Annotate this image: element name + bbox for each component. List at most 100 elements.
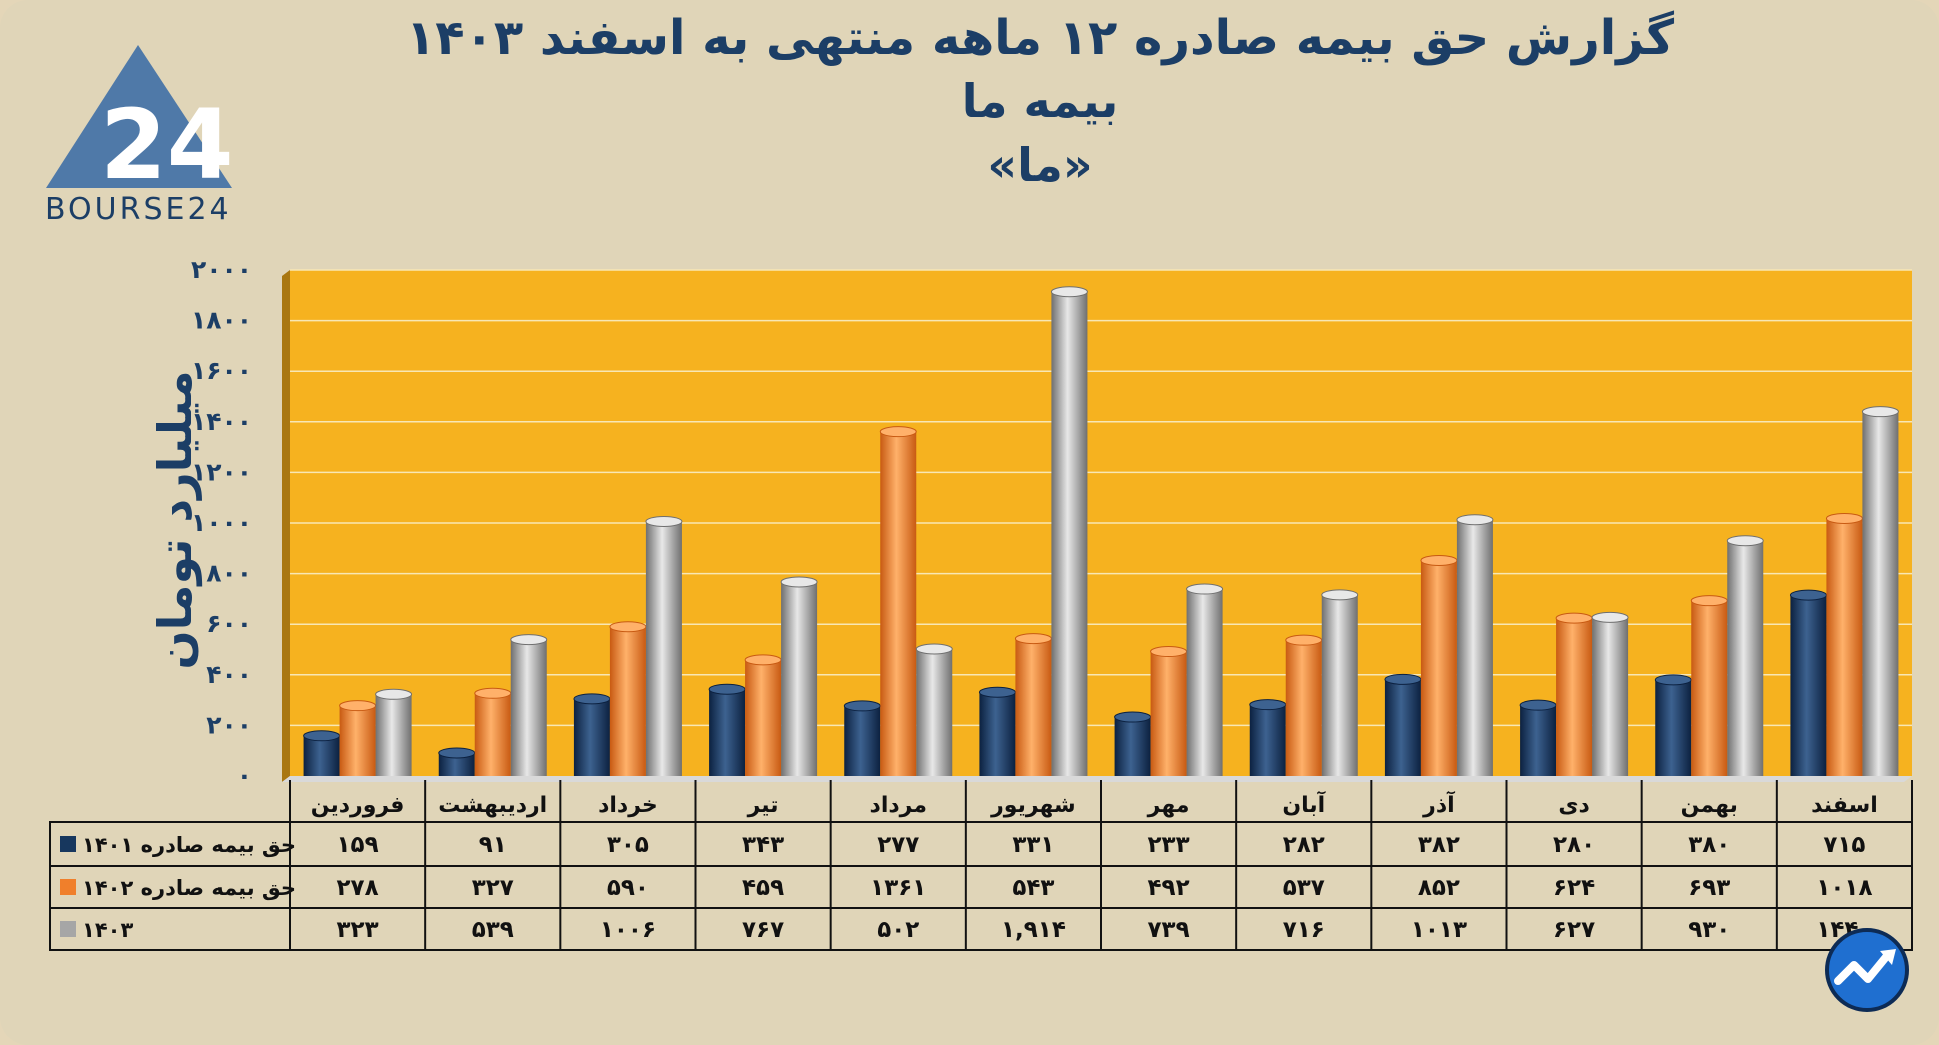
legend-label: ۱۴۰۳ [82,918,133,942]
bar [645,521,682,776]
x-category-label: مهر [1147,793,1190,818]
bar [1826,518,1863,776]
table-value: ۵۳۷ [1283,875,1325,901]
table-value: ۳۸۰ [1688,832,1730,858]
logo-text: BOURSE24 [45,192,232,227]
bar [1051,291,1088,776]
x-category-label: آبان [1282,790,1325,818]
table-value: ۷۱۶ [1283,917,1325,943]
x-category-label: تیر [747,793,779,818]
bar-top [1456,514,1494,526]
y-tick-label: ۶۰۰ [206,609,252,638]
table-value: ۱۳۶۱ [870,875,926,901]
legend-label: حق بیمه صادره ۱۴۰۱ [82,833,296,857]
table-value: ۵۰۲ [877,917,919,943]
table-value: ۴۹۲ [1148,875,1190,901]
bar [1862,411,1899,776]
bar-top [474,687,512,699]
bar-top [510,634,548,646]
bar-top [1555,612,1593,624]
bar [339,705,376,776]
bar-top [375,688,413,700]
table-value: ۷۱۵ [1823,832,1865,858]
x-category-label: خرداد [598,793,658,818]
bar-top [1014,633,1052,645]
bar-top [1050,286,1088,298]
table-value: ۷۳۹ [1148,917,1190,943]
bar-top [1249,699,1287,711]
bar [916,648,953,776]
x-category-label: شهریور [990,793,1076,818]
bar [1592,617,1629,776]
bar-top [915,643,953,655]
table-value: ۲۷۷ [877,832,919,858]
bar-top [708,683,746,695]
bar [1285,640,1322,776]
bar [1655,679,1692,776]
y-tick-label: ۴۰۰ [206,660,252,689]
x-category-label: دی [1558,793,1589,818]
bar [1556,618,1593,776]
bar-top [1726,535,1764,547]
bar-top [978,686,1016,698]
bar-top [1150,646,1188,658]
trend-logo-icon [1825,928,1909,1012]
bar-top [438,747,476,759]
table-value: ۱۰۰۶ [600,917,656,943]
bar-top [879,426,917,438]
bar-top [1519,699,1557,711]
bar [1150,651,1187,776]
y-tick-label: ۱۸۰۰ [191,306,252,335]
table-value: ۱۵۹ [337,832,379,858]
plot-floor [282,776,1912,782]
x-category-label: اسفند [1811,793,1878,818]
table-value: ۴۵۹ [742,875,784,901]
bar [1691,600,1728,776]
table-value: ۳۸۲ [1418,832,1460,858]
table-value: ۲۸۰ [1553,832,1595,858]
bar-top [303,730,341,742]
bar [1384,679,1421,776]
bar-top [1825,512,1863,524]
bar [1727,540,1764,776]
bar [375,694,412,776]
chart-title: گزارش حق بیمه صادره ۱۲ ماهه منتهی به اسف… [406,10,1674,66]
x-category-label: آذر [1422,790,1455,818]
legend-label: حق بیمه صادره ۱۴۰۲ [82,876,296,900]
bar [474,693,511,776]
x-category-label: بهمن [1681,793,1738,818]
bar [979,692,1016,776]
bar [880,431,917,776]
chart-subtitle-symbol: «ما» [987,138,1093,192]
bar-top [1591,611,1629,623]
bar-top [780,576,818,588]
bar [844,705,881,776]
x-category-label: فروردین [311,793,405,818]
bar-top [573,693,611,705]
logo-mark: 24 [100,89,234,201]
table-value: ۳۰۵ [607,832,649,858]
y-tick-label: ۲۰۰۰ [191,255,252,284]
bar [745,659,782,776]
bar-top [1654,674,1692,686]
y-tick-label: ۲۰۰ [206,710,252,739]
table-value: ۲۸۲ [1283,832,1325,858]
bar-top [1285,634,1323,646]
table-value: ۹۱ [479,832,507,858]
bar-top [1114,711,1152,723]
bar-top [843,700,881,712]
table-value: ۸۵۲ [1418,875,1460,901]
legend-swatch [60,921,76,937]
bar-top [1789,589,1827,601]
plot-side-wall [282,270,290,782]
bar [303,735,340,776]
table-value: ۵۴۳ [1012,875,1054,901]
bar [1790,595,1827,776]
table-value: ۳۲۳ [337,917,379,943]
y-tick-label: ۱۶۰۰ [191,356,252,385]
table-value: ۳۲۷ [472,875,514,901]
bar-top [1420,554,1458,566]
y-tick-label: ۰ [237,761,252,790]
bar [709,689,746,776]
